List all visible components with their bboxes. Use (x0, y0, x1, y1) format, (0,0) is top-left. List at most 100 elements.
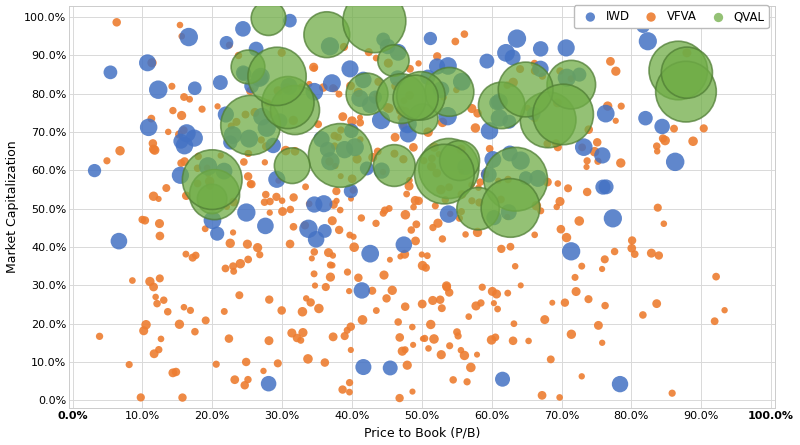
VFVA (338, 332, 351, 340)
QVAL (472, 205, 485, 212)
IWD (402, 130, 414, 138)
VFVA (251, 244, 264, 251)
QVAL (286, 162, 298, 169)
VFVA (403, 65, 416, 73)
VFVA (189, 328, 202, 335)
VFVA (334, 126, 347, 134)
VFVA (152, 346, 165, 353)
VFVA (433, 151, 446, 158)
QVAL (504, 204, 517, 211)
VFVA (176, 394, 189, 401)
IWD (113, 238, 126, 245)
VFVA (419, 264, 432, 271)
IWD (324, 158, 337, 165)
VFVA (241, 241, 254, 248)
VFVA (469, 125, 482, 132)
VFVA (598, 302, 611, 309)
VFVA (328, 142, 341, 150)
VFVA (399, 108, 412, 115)
IWD (493, 114, 506, 121)
VFVA (324, 261, 337, 268)
IWD (496, 376, 509, 383)
VFVA (495, 245, 508, 252)
QVAL (387, 57, 400, 64)
VFVA (162, 128, 174, 135)
QVAL (542, 116, 554, 123)
VFVA (426, 297, 439, 304)
IWD (318, 227, 331, 235)
IWD (430, 63, 443, 70)
VFVA (138, 327, 150, 334)
VFVA (343, 388, 356, 396)
IWD (321, 146, 334, 153)
VFVA (354, 114, 366, 121)
VFVA (527, 68, 540, 75)
VFVA (143, 278, 156, 285)
VFVA (166, 83, 178, 90)
VFVA (582, 126, 595, 133)
VFVA (489, 334, 502, 341)
VFVA (501, 214, 514, 221)
VFVA (146, 59, 158, 66)
VFVA (400, 190, 413, 198)
VFVA (318, 359, 331, 366)
VFVA (249, 109, 262, 116)
VFVA (487, 299, 500, 307)
IWD (214, 79, 226, 86)
IWD (242, 135, 255, 142)
VFVA (240, 358, 253, 365)
IWD (596, 152, 609, 159)
IWD (374, 117, 387, 124)
IWD (237, 25, 250, 32)
VFVA (221, 203, 234, 210)
VFVA (319, 283, 332, 291)
VFVA (147, 193, 160, 200)
VFVA (370, 54, 382, 61)
VFVA (287, 194, 300, 201)
VFVA (257, 368, 270, 375)
IWD (237, 69, 250, 77)
VFVA (407, 203, 420, 210)
VFVA (534, 207, 547, 214)
VFVA (405, 227, 418, 234)
QVAL (438, 170, 450, 178)
VFVA (323, 158, 336, 165)
VFVA (279, 147, 292, 154)
VFVA (562, 185, 574, 192)
VFVA (653, 252, 666, 259)
VFVA (502, 176, 514, 183)
VFVA (494, 196, 507, 203)
VFVA (651, 148, 664, 155)
IWD (424, 35, 437, 42)
IWD (600, 183, 613, 190)
IWD (202, 163, 214, 170)
IWD (392, 49, 405, 56)
Y-axis label: Market Capitalization: Market Capitalization (6, 141, 18, 273)
VFVA (326, 333, 339, 340)
VFVA (224, 240, 237, 247)
VFVA (650, 142, 663, 150)
VFVA (350, 155, 363, 162)
VFVA (166, 107, 179, 114)
VFVA (313, 305, 326, 312)
VFVA (459, 231, 472, 238)
VFVA (329, 85, 342, 93)
VFVA (466, 197, 478, 204)
VFVA (626, 237, 638, 244)
IWD (219, 111, 232, 118)
VFVA (471, 110, 484, 117)
VFVA (398, 122, 410, 129)
VFVA (582, 295, 595, 303)
VFVA (333, 91, 346, 98)
VFVA (581, 157, 594, 164)
VFVA (450, 328, 463, 336)
VFVA (454, 146, 467, 153)
IWD (369, 93, 382, 101)
VFVA (421, 252, 434, 259)
VFVA (412, 60, 425, 67)
IWD (238, 70, 250, 77)
VFVA (430, 53, 443, 60)
IWD (534, 45, 547, 53)
VFVA (330, 197, 343, 204)
VFVA (407, 144, 420, 151)
